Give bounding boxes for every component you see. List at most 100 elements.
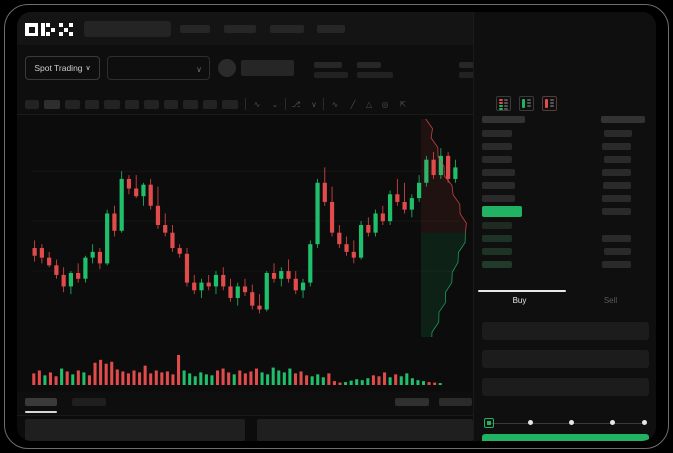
orderbook-bid-row[interactable]: [482, 248, 512, 255]
buy-tab-indicator: [478, 290, 566, 292]
orderbook-ask-row[interactable]: [482, 195, 515, 202]
chevron-down-icon: ∨: [85, 65, 91, 72]
coin-avatar: [218, 59, 236, 77]
orderbook-ask-amount: [602, 169, 631, 176]
orderbook-ask-amount: [602, 195, 631, 202]
trading-pair-select[interactable]: ∨: [107, 56, 210, 80]
nav-item-4[interactable]: [317, 25, 345, 33]
slider-stop-25[interactable]: [528, 420, 533, 425]
slider-track: [488, 422, 646, 424]
orderbook-mode-both[interactable]: [496, 96, 511, 111]
order-form: [474, 314, 656, 414]
tab-active-underline: [25, 411, 57, 413]
interval-chip[interactable]: [203, 100, 217, 109]
orderbook-ask-row[interactable]: [482, 182, 515, 189]
candlestick-icon[interactable]: ⎇: [291, 99, 301, 109]
okx-logo[interactable]: [25, 23, 73, 36]
orderbook-ask-amount: [604, 156, 631, 163]
interval-chip[interactable]: [65, 100, 80, 109]
stat-change-24h: [357, 62, 393, 78]
orderbook-bid-row[interactable]: [482, 235, 512, 242]
orderbook-ask-amount: [604, 130, 632, 137]
orderbook-ask-amount: [602, 208, 631, 215]
slider-handle[interactable]: [484, 418, 494, 428]
orderbook-ask-amount: [602, 143, 631, 150]
orderbook-bid-row[interactable]: [482, 261, 512, 268]
interval-chip[interactable]: [44, 100, 60, 109]
interval-chip[interactable]: [183, 100, 198, 109]
market-type-dropdown[interactable]: Spot Trading ∨: [25, 56, 100, 80]
trade-sidebar: Buy Sell: [473, 12, 656, 441]
tab-order-history[interactable]: [72, 398, 106, 406]
market-type-label: Spot Trading: [34, 63, 83, 73]
orderbook-ask-row[interactable]: [482, 169, 515, 176]
orderbook-header-price: [482, 116, 525, 123]
line-chart-icon[interactable]: ∿: [253, 99, 261, 109]
price-input[interactable]: [482, 322, 649, 340]
drawing-tool-icon[interactable]: ╱: [350, 99, 356, 109]
orderbook-ask-row[interactable]: [482, 143, 512, 150]
nav-item-1[interactable]: [180, 25, 210, 33]
slider-stop-75[interactable]: [610, 420, 615, 425]
price-chart[interactable]: [17, 115, 473, 337]
order-book[interactable]: [474, 116, 656, 288]
chevron-down-icon: ∨: [196, 65, 202, 74]
orders-tab-bar: [17, 392, 473, 416]
fullscreen-icon[interactable]: ⇱: [399, 99, 407, 109]
percent-slider[interactable]: [484, 418, 647, 428]
orderbook-ask-amount: [603, 182, 631, 189]
chart-toolbar: ∿ ⌄ ⎇ ∨ ∿ ╱ △ ◎ ⇱: [17, 93, 473, 115]
buy-sell-tabs: Buy Sell: [474, 290, 656, 314]
total-input[interactable]: [482, 378, 649, 396]
interval-chip[interactable]: [25, 100, 39, 109]
interval-chip[interactable]: [125, 100, 139, 109]
orderbook-ask-row[interactable]: [482, 130, 512, 137]
interval-chip[interactable]: [164, 100, 178, 109]
market-depth-overlay: [421, 115, 473, 360]
settings-icon[interactable]: ◎: [381, 99, 389, 109]
orderbook-header-amount: [601, 116, 645, 123]
chart-type-chevron-icon[interactable]: ∨: [311, 99, 317, 109]
alert-icon[interactable]: △: [365, 99, 373, 109]
orders-panel: [17, 416, 473, 441]
orderbook-bid-amount: [604, 248, 631, 255]
submit-buy-button[interactable]: [482, 434, 649, 441]
orderbook-bid-amount: [602, 261, 631, 268]
orderbook-mode-asks[interactable]: [542, 96, 557, 111]
tab-open-orders[interactable]: [25, 398, 57, 406]
nav-item-3[interactable]: [270, 25, 304, 33]
interval-chip[interactable]: [144, 100, 159, 109]
volume-series: [32, 355, 442, 385]
volume-chart: [17, 337, 473, 392]
tab-sell[interactable]: Sell: [603, 296, 618, 305]
toolbar-divider: [245, 98, 246, 110]
interval-chip[interactable]: [222, 100, 238, 109]
indicator-icon[interactable]: ∿: [331, 99, 339, 109]
toolbar-divider: [323, 98, 324, 110]
tab-buy[interactable]: Buy: [512, 296, 527, 305]
bottom-action-2[interactable]: [439, 398, 472, 406]
interval-chip[interactable]: [104, 100, 120, 109]
amount-input[interactable]: [482, 350, 649, 368]
orders-placeholder-right: [257, 419, 473, 441]
app-screen: Spot Trading ∨ ∨: [17, 12, 656, 441]
search-input[interactable]: [84, 21, 171, 37]
orderbook-mode-bids[interactable]: [519, 96, 534, 111]
candlestick-series: [31, 148, 459, 314]
orderbook-bid-amount: [602, 235, 631, 242]
orderbook-ask-row[interactable]: [482, 156, 512, 163]
nav-item-2[interactable]: [224, 25, 256, 33]
interval-chip[interactable]: [85, 100, 99, 109]
trading-pair-name: [241, 60, 294, 76]
stat-last-price: [314, 62, 348, 78]
orderbook-best-price[interactable]: [482, 206, 522, 217]
orderbook-view-modes: [496, 96, 558, 112]
orders-placeholder-left: [25, 419, 245, 441]
bar-chart-icon[interactable]: ⌄: [271, 99, 279, 109]
toolbar-divider: [285, 98, 286, 110]
bottom-action-1[interactable]: [395, 398, 429, 406]
orderbook-bid-row[interactable]: [482, 222, 512, 229]
slider-stop-100[interactable]: [642, 420, 647, 425]
slider-stop-50[interactable]: [569, 420, 574, 425]
